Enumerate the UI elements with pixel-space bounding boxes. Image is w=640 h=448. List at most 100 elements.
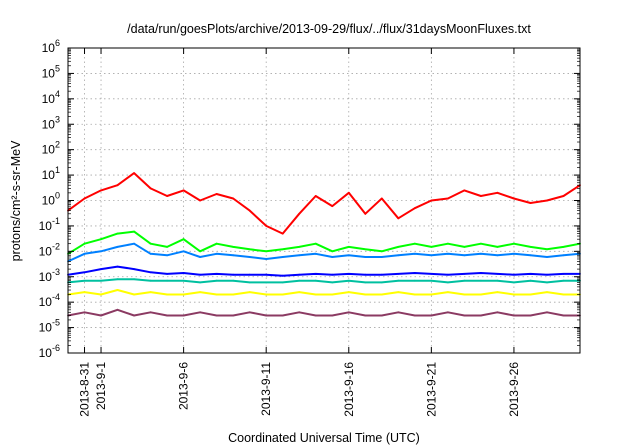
data-point [430,279,433,282]
data-point [116,265,119,268]
data-point [83,252,86,255]
data-point [281,256,284,258]
data-point [447,281,449,284]
data-point [314,314,317,317]
data-point [397,311,400,314]
data-point [480,314,482,317]
data-point [347,191,350,194]
data-point [248,248,251,251]
data-point [347,279,350,282]
data-point [529,293,532,296]
data-point [347,273,350,275]
data-point [463,279,466,282]
y-tick-label: 105 [42,63,60,80]
data-point [331,256,334,258]
data-point [463,273,466,275]
data-point [447,252,449,255]
data-point [133,268,136,270]
data-point [100,238,102,241]
y-tick-label: 10-1 [39,216,60,233]
x-axis: 2013-8-31 2013-9-1 2013-9-6 2013-9-11 2013-9… [78,48,521,417]
data-point [430,293,433,296]
data-point [265,293,268,296]
data-point [413,252,416,255]
data-point [480,293,482,296]
data-point [413,207,416,210]
data-point [397,291,400,293]
data-point [182,314,185,317]
data-point [496,191,499,194]
data-point [397,246,400,248]
y-axis: 10-6 10-5 10-4 10-3 10-2 10-1 100 101 102 103 104 1… [39,38,580,360]
y-tick-label: 10-2 [39,241,60,258]
data-point [480,242,482,245]
data-point [364,281,367,284]
data-point [248,209,251,212]
data-point [166,254,169,257]
data-point [100,189,102,192]
data-point [248,273,251,276]
data-point [430,314,433,317]
data-point [166,246,169,248]
data-point [496,291,499,293]
data-point [331,273,334,276]
y-axis-label: protons/cm²-s-sr-MeV [9,140,23,262]
data-point [546,291,548,293]
data-point [529,314,532,317]
data-point [166,195,169,197]
data-point [413,293,416,296]
data-point [100,250,102,253]
series-line [67,289,580,296]
data-point [166,293,169,296]
data-point [199,273,202,276]
data-point [100,293,102,296]
data-point [364,248,367,251]
data-point [116,232,119,235]
data-point [314,195,317,197]
data-point [413,279,416,282]
data-point [116,278,119,281]
data-point [496,273,499,275]
series-line [67,242,581,263]
data-point [397,279,400,282]
data-point [232,279,235,282]
data-point [513,273,515,276]
x-axis-label: Coordinated Universal Time (UTC) [228,431,420,445]
x-tick-label: 2013-9-26 [507,362,521,417]
data-point [314,273,317,275]
data-point [480,279,482,282]
data-point [248,256,251,258]
data-point [331,293,334,296]
series-line [67,230,581,255]
data-point [281,281,284,284]
y-tick-label: 106 [42,38,60,55]
data-point [199,291,202,293]
series-line [67,308,580,317]
data-point [199,250,202,253]
data-point [463,293,466,296]
data-point [83,291,86,293]
data-point [314,242,317,245]
data-point [265,273,268,276]
data-point [480,272,482,274]
data-point [463,314,466,317]
data-point [496,254,499,257]
data-point [215,252,218,255]
data-point [149,242,152,245]
data-point [331,205,334,208]
data-point [430,199,433,202]
data-point [248,291,251,293]
data-point [133,278,136,281]
data-point [430,246,433,248]
data-point [116,184,119,187]
data-point [480,195,482,197]
data-point [215,273,218,275]
data-point [413,314,416,317]
data-point [347,291,350,293]
series-group [67,172,581,317]
data-point [413,272,416,274]
data-point [182,293,185,296]
data-point [447,311,449,314]
data-point [397,217,400,220]
data-point [347,254,350,257]
